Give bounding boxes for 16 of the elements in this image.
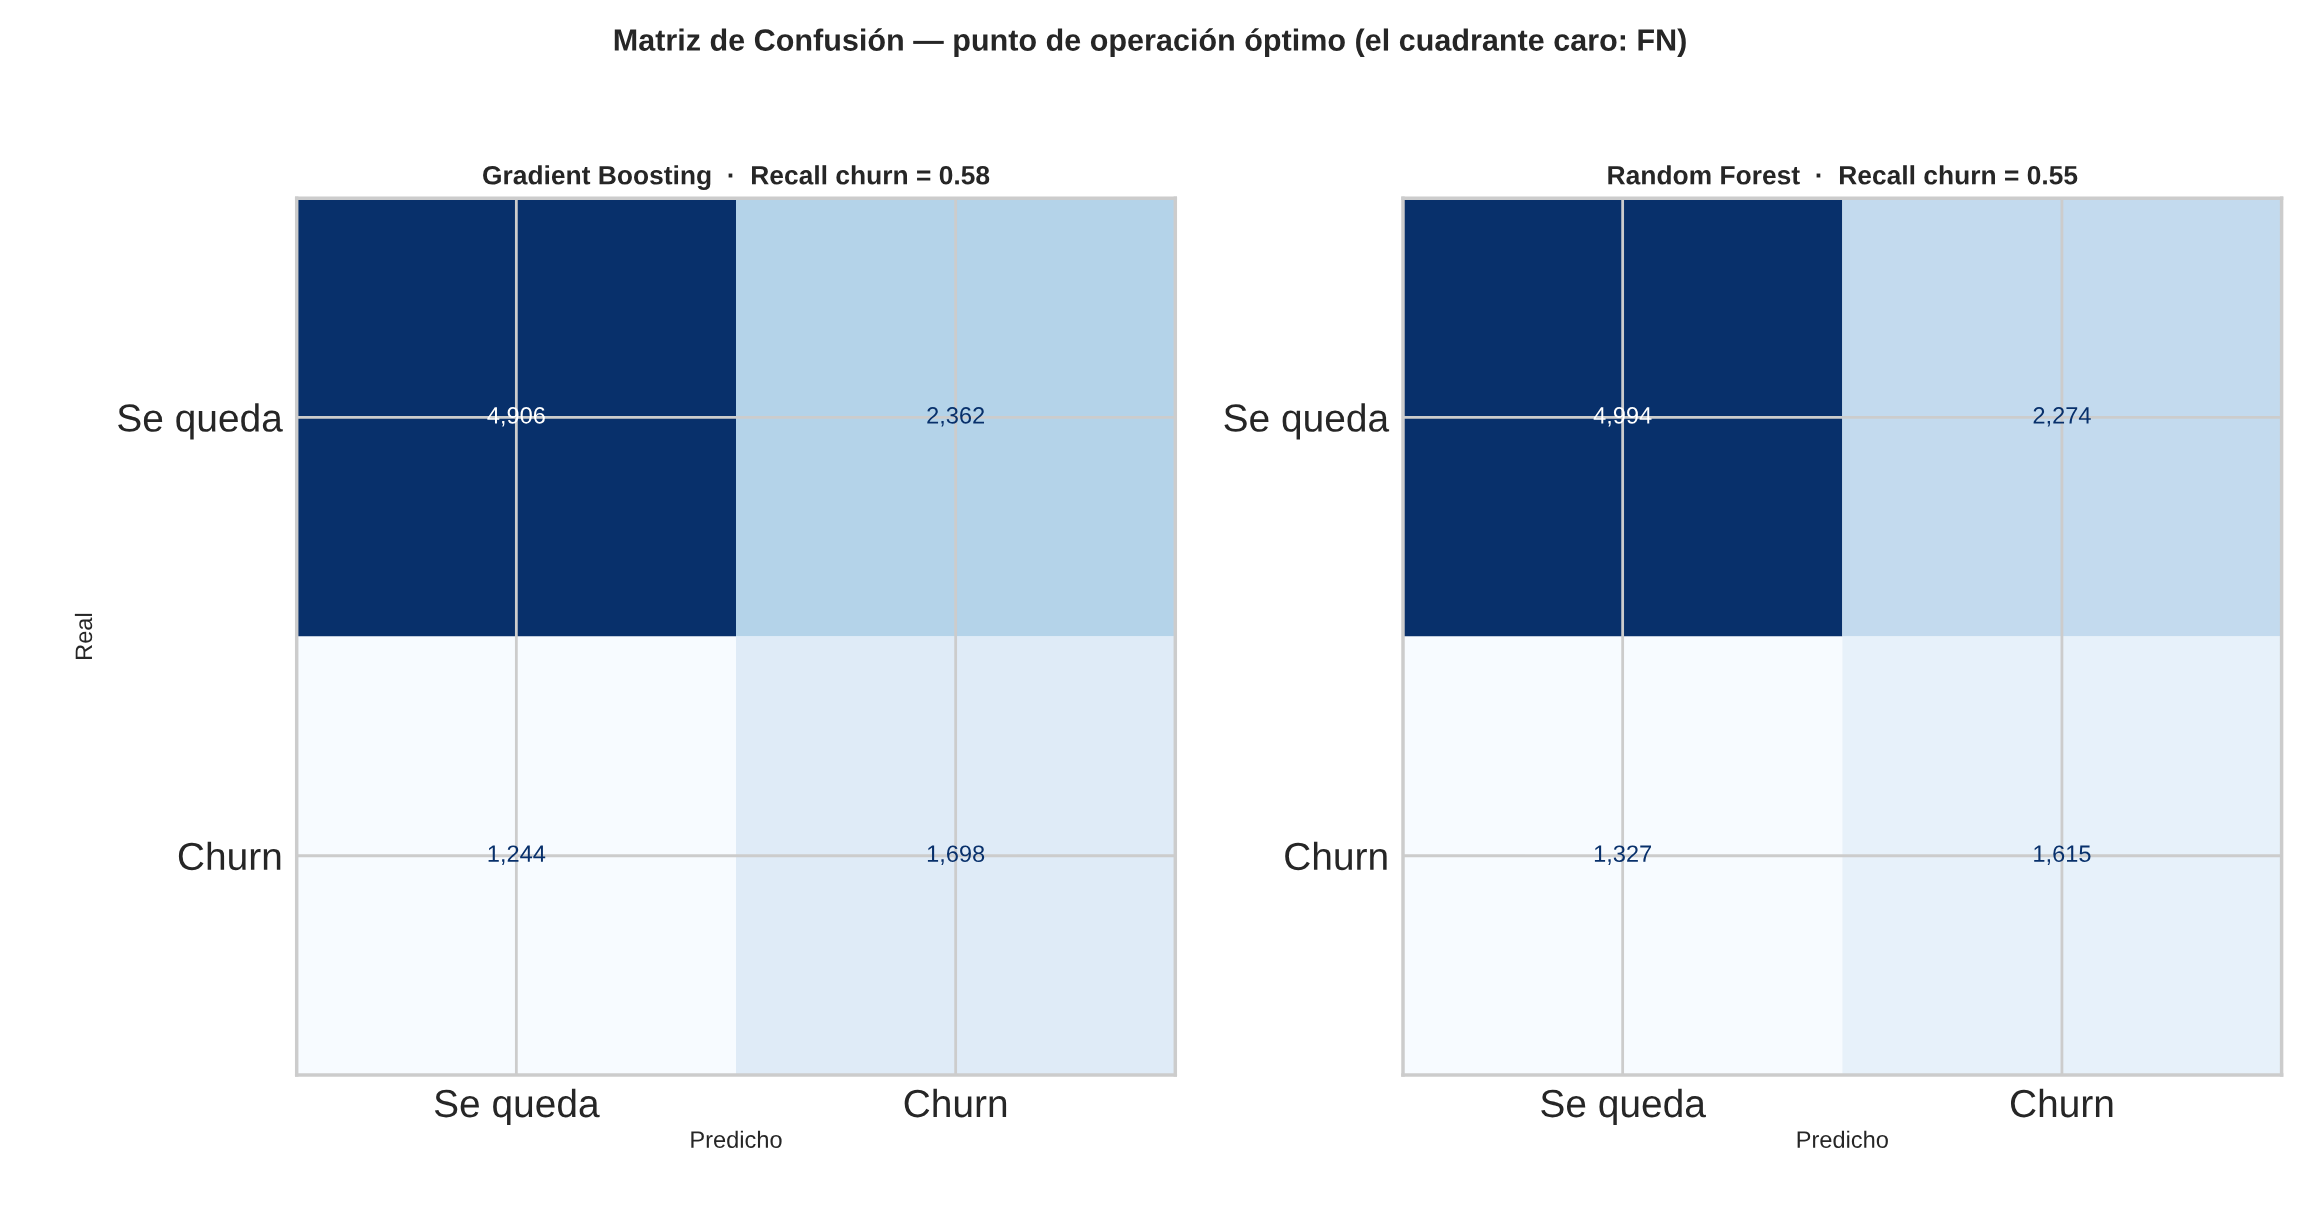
data-label: 1,698 — [927, 845, 985, 865]
data-label: 2,274 — [2033, 407, 2091, 427]
x-tick-label: Churn — [904, 1088, 1007, 1118]
y-axis-title: Real — [74, 613, 93, 659]
chart-title: Gradient Boosting · Recall churn = 0.58 — [483, 165, 990, 190]
x-axis-title: Predicho — [691, 1130, 782, 1148]
x-tick-label: Se queda — [434, 1088, 600, 1126]
data-label: 1,244 — [488, 845, 546, 865]
x-tick-label: Se queda — [1541, 1088, 1706, 1126]
data-label: 1,327 — [1594, 845, 1652, 865]
data-label: 1,615 — [2034, 845, 2091, 865]
data-label: 2,362 — [927, 407, 985, 427]
text: Matriz de Confusión — punto de operación óptimo (el cuadrante caro: FN) — [614, 28, 1686, 57]
chart-title: Random Forest · Recall churn = 0.55 — [1608, 165, 2078, 185]
x-tick-label: Churn — [2010, 1088, 2113, 1118]
x-axis-title: Predicho — [1797, 1130, 1888, 1148]
